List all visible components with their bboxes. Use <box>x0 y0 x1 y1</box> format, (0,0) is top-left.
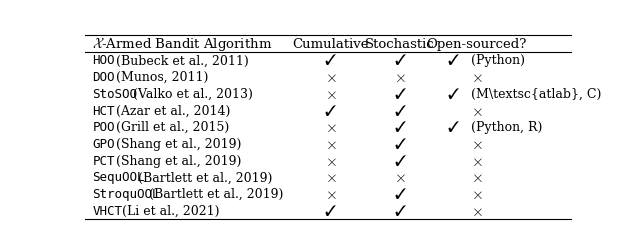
Text: Open-sourced?: Open-sourced? <box>427 38 527 51</box>
Text: $\checkmark$: $\checkmark$ <box>324 103 337 118</box>
Text: $\checkmark$: $\checkmark$ <box>394 153 406 168</box>
Text: $\times$: $\times$ <box>324 86 336 102</box>
Text: $\checkmark$: $\checkmark$ <box>394 120 406 135</box>
Text: (Bartlett et al., 2019): (Bartlett et al., 2019) <box>145 187 283 200</box>
Text: $\times$: $\times$ <box>471 103 483 118</box>
Text: VHCT: VHCT <box>92 204 122 217</box>
Text: Stochastic: Stochastic <box>365 38 435 51</box>
Text: $\times$: $\times$ <box>324 136 336 151</box>
Text: (Shang et al., 2019): (Shang et al., 2019) <box>113 137 242 150</box>
Text: $\checkmark$: $\checkmark$ <box>324 203 337 218</box>
Text: (Azar et al., 2014): (Azar et al., 2014) <box>113 104 231 117</box>
Text: $\times$: $\times$ <box>324 186 336 201</box>
Text: (M\textsc{atlab}, C): (M\textsc{atlab}, C) <box>471 88 601 101</box>
Text: $\times$: $\times$ <box>471 70 483 85</box>
Text: $\checkmark$: $\checkmark$ <box>447 120 460 135</box>
Text: (Li et al., 2021): (Li et al., 2021) <box>118 204 220 217</box>
Text: $\checkmark$: $\checkmark$ <box>394 86 406 102</box>
Text: $\checkmark$: $\checkmark$ <box>447 53 460 68</box>
Text: $\times$: $\times$ <box>471 170 483 184</box>
Text: (Bartlett et al., 2019): (Bartlett et al., 2019) <box>134 170 272 183</box>
Text: POO: POO <box>92 121 115 134</box>
Text: (Shang et al., 2019): (Shang et al., 2019) <box>113 154 242 167</box>
Text: StroquOOL: StroquOOL <box>92 187 160 200</box>
Text: $\times$: $\times$ <box>471 153 483 168</box>
Text: Cumulative: Cumulative <box>292 38 369 51</box>
Text: (Python): (Python) <box>471 54 525 67</box>
Text: $\checkmark$: $\checkmark$ <box>394 203 406 218</box>
Text: $\checkmark$: $\checkmark$ <box>324 53 337 68</box>
Text: SequOOL: SequOOL <box>92 170 145 183</box>
Text: (Munos, 2011): (Munos, 2011) <box>113 71 209 84</box>
Text: (Python, R): (Python, R) <box>471 121 542 134</box>
Text: StoSOO: StoSOO <box>92 88 138 101</box>
Text: $\times$: $\times$ <box>324 120 336 135</box>
Text: (Grill et al., 2015): (Grill et al., 2015) <box>113 121 230 134</box>
Text: GPO: GPO <box>92 137 115 150</box>
Text: $\times$: $\times$ <box>471 186 483 201</box>
Text: HCT: HCT <box>92 104 115 117</box>
Text: $\checkmark$: $\checkmark$ <box>394 186 406 201</box>
Text: $\times$: $\times$ <box>394 70 406 85</box>
Text: $\times$: $\times$ <box>471 203 483 218</box>
Text: $\times$: $\times$ <box>471 136 483 151</box>
Text: $\checkmark$: $\checkmark$ <box>447 86 460 102</box>
Text: $\times$: $\times$ <box>324 153 336 168</box>
Text: $\checkmark$: $\checkmark$ <box>394 136 406 151</box>
Text: $\mathcal{X}$-Armed Bandit Algorithm: $\mathcal{X}$-Armed Bandit Algorithm <box>92 36 273 52</box>
Text: $\checkmark$: $\checkmark$ <box>394 53 406 68</box>
Text: HOO: HOO <box>92 54 115 67</box>
Text: $\times$: $\times$ <box>324 170 336 184</box>
Text: PCT: PCT <box>92 154 115 167</box>
Text: $\checkmark$: $\checkmark$ <box>394 103 406 118</box>
Text: DOO: DOO <box>92 71 115 84</box>
Text: $\times$: $\times$ <box>324 70 336 85</box>
Text: $\times$: $\times$ <box>394 170 406 184</box>
Text: (Valko et al., 2013): (Valko et al., 2013) <box>129 88 252 101</box>
Text: (Bubeck et al., 2011): (Bubeck et al., 2011) <box>113 54 249 67</box>
